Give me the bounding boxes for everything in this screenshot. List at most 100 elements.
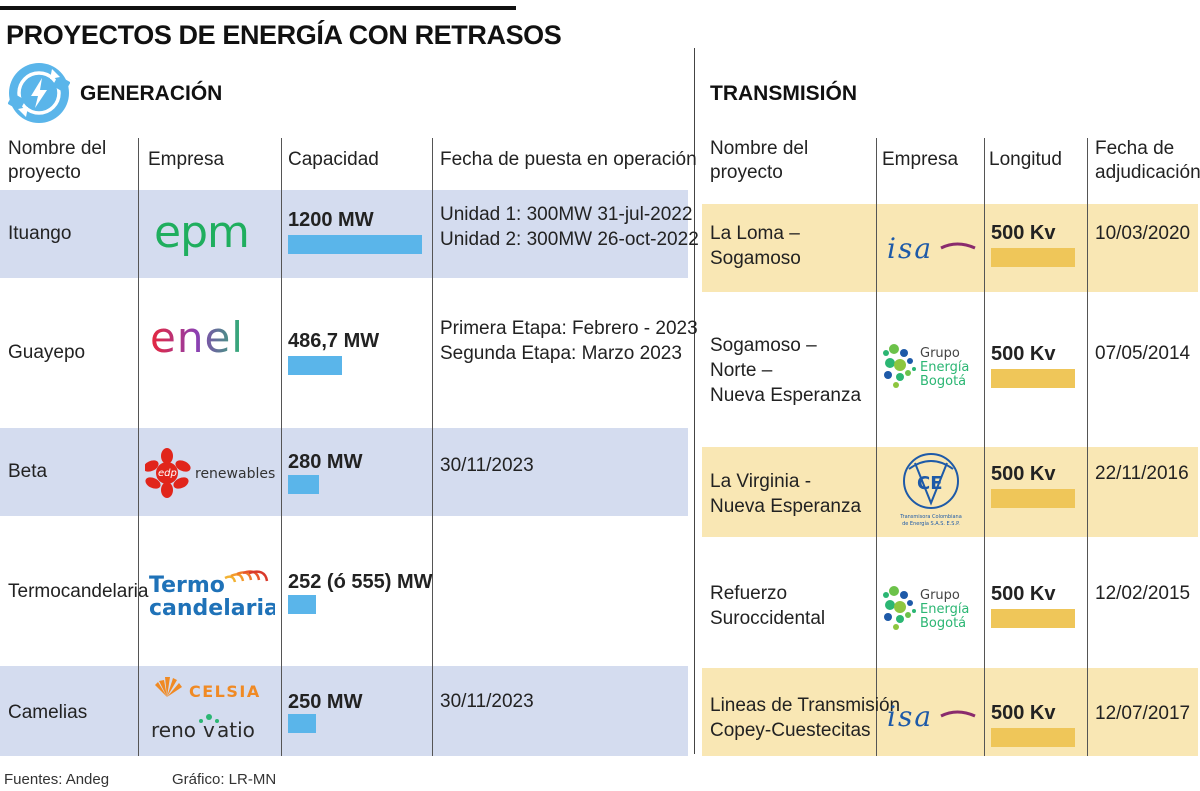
- svg-text:de Energía S.A.S. E.S.P.: de Energía S.A.S. E.S.P.: [902, 520, 960, 527]
- tx-col-company: Empresa: [882, 149, 959, 170]
- tx-project-line: Sogamoso –: [710, 335, 817, 356]
- gen-project-name: Camelias: [8, 702, 88, 723]
- svg-text:atio: atio: [217, 718, 255, 742]
- svg-text:Grupo: Grupo: [920, 588, 960, 603]
- svg-text:Bogotá: Bogotá: [920, 616, 966, 631]
- gen-capacity-label: 280 MW: [288, 451, 363, 473]
- tx-length-label: 500 Kv: [991, 222, 1056, 244]
- svg-text:CELSIA: CELSIA: [189, 682, 261, 701]
- gen-col-project: Nombre del proyecto: [8, 138, 107, 183]
- title-rule: [0, 6, 516, 10]
- gen-date-line: Segunda Etapa: Marzo 2023: [440, 343, 682, 364]
- svg-text:isa: isa: [887, 700, 933, 733]
- tx-col-separator: [876, 138, 877, 756]
- svg-text:Energía: Energía: [920, 602, 969, 617]
- svg-text:edp: edp: [158, 468, 177, 479]
- gen-project-name: Beta: [8, 461, 48, 482]
- tx-length-bar: [991, 248, 1075, 267]
- tx-date: 12/02/2015: [1095, 583, 1191, 604]
- tx-project-line: Norte –: [710, 360, 773, 381]
- svg-text:CE: CE: [917, 473, 943, 494]
- svg-text:Energía: Energía: [920, 360, 969, 375]
- tx-col-separator: [984, 138, 985, 756]
- svg-text:candelaria: candelaria: [149, 596, 275, 620]
- svg-text:Bogotá: Bogotá: [920, 374, 966, 389]
- gen-capacity-label: 486,7 MW: [288, 330, 380, 352]
- tx-project-line: La Loma –: [710, 223, 800, 244]
- tx-project-line: Sogamoso: [710, 248, 801, 269]
- gen-capacity-bar: [288, 235, 422, 254]
- footer-graphic-credit: Gráfico: LR-MN: [172, 771, 277, 788]
- tx-project-line: Suroccidental: [710, 608, 826, 629]
- edp-renewables-logo: edp renewables: [142, 445, 278, 501]
- svg-text:renewables: renewables: [195, 466, 275, 482]
- grupo-energia-bogota-logo: Grupo Energía Bogotá: [878, 340, 982, 392]
- gen-capacity-bar: [288, 475, 319, 494]
- tx-col-project: Nombre del proyecto: [710, 138, 809, 183]
- gen-capacity-bar: [288, 714, 316, 733]
- tx-date: 07/05/2014: [1095, 343, 1191, 364]
- page-title: PROYECTOS DE ENERGÍA CON RETRASOS: [6, 20, 562, 50]
- tx-project-line: Nueva Esperanza: [710, 496, 862, 517]
- tx-length-bar: [991, 728, 1075, 747]
- svg-text:Termo: Termo: [149, 573, 225, 598]
- tx-date: 22/11/2016: [1095, 463, 1189, 484]
- tx-col-separator: [1087, 138, 1088, 756]
- gen-capacity-label: 1200 MW: [288, 209, 374, 231]
- tx-project-line: Refuerzo: [710, 583, 788, 604]
- tce-logo: CE Transmisora Colombiana de Energía S.A…: [880, 450, 982, 534]
- tx-length-label: 500 Kv: [991, 583, 1056, 605]
- tx-date: 12/07/2017: [1095, 703, 1191, 724]
- gen-capacity-bar: [288, 595, 316, 614]
- gen-date-line: 30/11/2023: [440, 691, 534, 712]
- gen-col-separator: [432, 138, 433, 756]
- gen-date-line: 30/11/2023: [440, 455, 534, 476]
- svg-text:v: v: [203, 718, 215, 742]
- gen-project-name: Termocandelaria: [8, 581, 149, 602]
- tx-date: 10/03/2020: [1095, 223, 1191, 244]
- power-refresh-icon: [7, 62, 71, 124]
- svg-text:Transmisora Colombiana: Transmisora Colombiana: [899, 514, 962, 520]
- tx-length-bar: [991, 489, 1075, 508]
- transmission-section-title: TRANSMISIÓN: [710, 82, 857, 105]
- svg-text:Grupo: Grupo: [920, 346, 960, 361]
- isa-logo: isa: [880, 220, 982, 276]
- svg-text:enel: enel: [150, 316, 244, 360]
- tx-length-label: 500 Kv: [991, 702, 1056, 724]
- termocandelaria-logo: Termo candelaria: [142, 566, 278, 622]
- celsia-renovatio-logo: CELSIA reno v atio: [142, 670, 278, 750]
- tx-length-label: 500 Kv: [991, 463, 1056, 485]
- gen-date-line: Primera Etapa: Febrero - 2023: [440, 318, 698, 339]
- tx-row-band: [702, 204, 1198, 292]
- footer-sources: Fuentes: Andeg: [4, 771, 110, 788]
- epm-logo: epm: [142, 200, 278, 266]
- isa-logo: isa: [880, 688, 982, 744]
- grupo-energia-bogota-logo: Grupo Energía Bogotá: [878, 582, 982, 634]
- tx-project-line: Nueva Esperanza: [710, 385, 862, 406]
- gen-col-separator: [281, 138, 282, 756]
- gen-col-company: Empresa: [148, 149, 225, 170]
- svg-text:reno: reno: [151, 718, 196, 742]
- gen-capacity-bar: [288, 356, 342, 375]
- tx-col-date: Fecha de adjudicación: [1095, 138, 1200, 183]
- section-divider: [694, 48, 695, 754]
- gen-project-name: Guayepo: [8, 342, 86, 363]
- enel-logo: enel: [142, 308, 278, 368]
- tx-project-line: La Virginia -: [710, 471, 812, 492]
- tx-project-line: Lineas de Transmisión: [710, 695, 901, 716]
- tx-length-bar: [991, 609, 1075, 628]
- tx-project-line: Copey-Cuestecitas: [710, 720, 871, 741]
- svg-text:epm: epm: [154, 207, 249, 258]
- gen-date-line: Unidad 2: 300MW 26-oct-2022: [440, 229, 699, 250]
- gen-col-date: Fecha de puesta en operación: [440, 149, 697, 170]
- svg-text:isa: isa: [887, 232, 933, 265]
- tx-length-label: 500 Kv: [991, 343, 1056, 365]
- generation-section-title: GENERACIÓN: [80, 82, 223, 105]
- gen-col-separator: [138, 138, 139, 756]
- tx-col-length: Longitud: [989, 149, 1062, 170]
- gen-capacity-label: 250 MW: [288, 691, 363, 713]
- gen-row-band: [0, 190, 688, 278]
- gen-col-capacity: Capacidad: [288, 149, 379, 170]
- tx-length-bar: [991, 369, 1075, 388]
- gen-capacity-label: 252 (ó 555) MW: [288, 571, 433, 593]
